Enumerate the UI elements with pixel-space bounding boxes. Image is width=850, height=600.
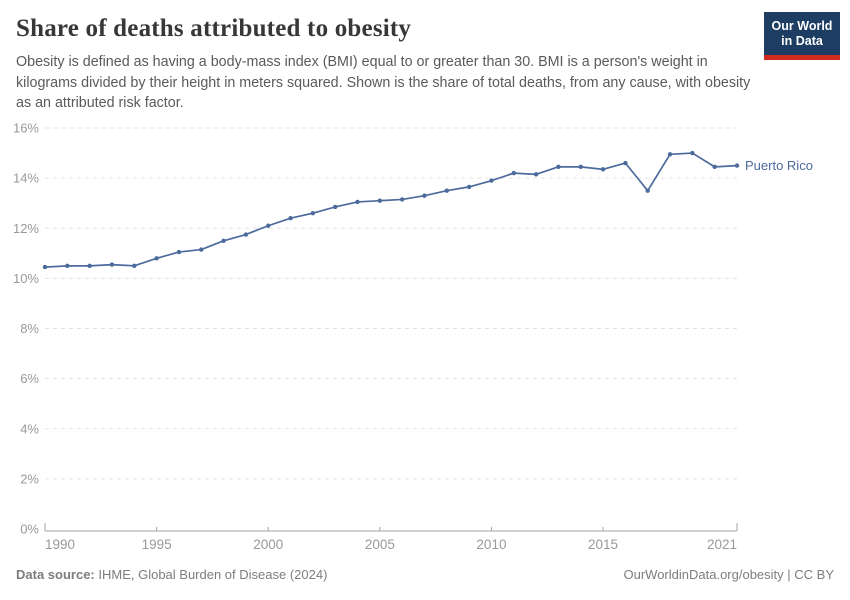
owid-logo-line2: in Data: [781, 34, 823, 48]
data-point-marker[interactable]: [623, 160, 628, 166]
data-point-marker[interactable]: [42, 264, 48, 270]
data-point-marker[interactable]: [645, 188, 650, 193]
y-tick-label: 4%: [20, 421, 39, 436]
data-point-marker[interactable]: [511, 170, 516, 176]
x-tick-label: 2000: [253, 537, 283, 552]
data-point-marker[interactable]: [266, 223, 271, 228]
data-point-marker[interactable]: [444, 188, 450, 193]
x-tick-label: 1990: [45, 537, 75, 552]
data-source-label: Data source:: [16, 567, 95, 582]
chart-footer: Data source: IHME, Global Burden of Dise…: [16, 567, 834, 582]
x-tick-label: 1995: [142, 537, 172, 552]
x-tick-label: 2015: [588, 537, 618, 552]
data-point-marker[interactable]: [332, 204, 338, 210]
y-tick-label: 2%: [20, 471, 39, 486]
owid-logo[interactable]: Our World in Data: [764, 12, 840, 60]
data-point-marker[interactable]: [288, 216, 293, 221]
x-tick-label: 2005: [365, 537, 395, 552]
data-point-marker[interactable]: [578, 164, 583, 170]
data-point-marker[interactable]: [600, 167, 606, 172]
y-tick-label: 14%: [13, 171, 39, 186]
data-point-marker[interactable]: [243, 232, 249, 237]
line-chart[interactable]: 0% 2% 4% 6% 8% 10% 12% 14% 16% 1990 1995 2000 2005 20…: [0, 112, 850, 562]
data-point-marker[interactable]: [533, 172, 539, 177]
y-tick-label: 10%: [13, 271, 39, 286]
data-point-marker[interactable]: [310, 211, 316, 216]
owid-logo-line1: Our World: [771, 19, 833, 33]
y-tick-label: 6%: [20, 371, 39, 386]
data-point-marker[interactable]: [422, 193, 427, 198]
data-point-marker[interactable]: [734, 163, 740, 168]
y-tick-label: 8%: [20, 321, 39, 336]
series-label[interactable]: Puerto Rico: [745, 158, 813, 173]
data-point-marker[interactable]: [667, 152, 673, 157]
series-line[interactable]: [44, 152, 738, 268]
data-point-marker[interactable]: [132, 263, 137, 269]
data-point-marker[interactable]: [489, 178, 494, 183]
data-point-marker[interactable]: [65, 263, 70, 269]
chart-subtitle: Obesity is defined as having a body-mass…: [16, 54, 751, 112]
y-tick-label: 12%: [13, 221, 39, 236]
data-point-marker[interactable]: [466, 184, 472, 190]
y-tick-label: 16%: [13, 121, 39, 136]
data-source-text: IHME, Global Burden of Disease (2024): [94, 567, 328, 582]
chart-canvas[interactable]: 0% 2% 4% 6% 8% 10% 12% 14% 16% 1990 1995 2000 2005 20…: [0, 112, 850, 562]
data-point-marker[interactable]: [221, 238, 226, 243]
data-point-marker[interactable]: [355, 199, 360, 205]
data-point-marker[interactable]: [109, 262, 115, 267]
data-point-marker[interactable]: [399, 197, 405, 202]
data-point-marker[interactable]: [712, 164, 717, 170]
chart-header: Share of deaths attributed to obesity Ob…: [16, 12, 840, 114]
data-source: Data source: IHME, Global Burden of Dise…: [16, 567, 327, 582]
data-point-marker[interactable]: [199, 247, 204, 252]
data-point-marker[interactable]: [377, 198, 383, 203]
x-tick-label: 2010: [476, 537, 506, 552]
data-point-marker[interactable]: [87, 263, 92, 269]
data-point-marker[interactable]: [690, 150, 695, 156]
x-tick-label: 2021: [707, 537, 737, 552]
data-point-marker[interactable]: [176, 249, 182, 255]
data-point-marker[interactable]: [154, 256, 159, 261]
data-point-marker[interactable]: [556, 164, 561, 170]
y-tick-label: 0%: [20, 522, 39, 537]
license-link[interactable]: OurWorldinData.org/obesity | CC BY: [623, 567, 835, 582]
page-title: Share of deaths attributed to obesity: [16, 15, 412, 42]
